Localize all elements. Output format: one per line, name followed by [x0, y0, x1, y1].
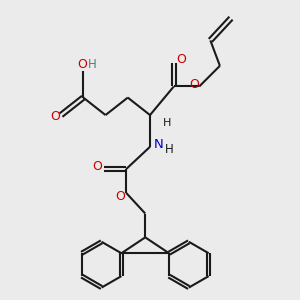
- Text: H: H: [165, 143, 173, 156]
- Text: O: O: [50, 110, 60, 123]
- Text: O: O: [93, 160, 103, 173]
- Text: O: O: [189, 78, 199, 92]
- Text: N: N: [154, 138, 164, 151]
- Text: O: O: [115, 190, 125, 202]
- Text: O: O: [77, 58, 87, 71]
- Text: H: H: [88, 58, 97, 71]
- Text: H: H: [163, 118, 172, 128]
- Text: O: O: [176, 53, 186, 66]
